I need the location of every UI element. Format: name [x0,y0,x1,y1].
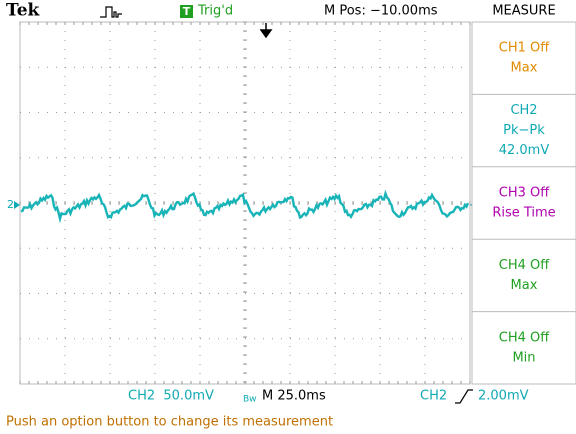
bandwidth: Bw [243,395,257,405]
channel-scale: CH2 50.0mV [128,389,214,404]
position: M Pos: −10.00ms [324,4,438,19]
menu-button-label: CH2 [510,103,537,118]
brand: Tek [6,1,41,21]
menu-button-label: CH4 Off [499,330,550,345]
timebase: M 25.0ms [262,389,326,404]
trigger-level: 2.00mV [478,389,529,404]
measure-menu: CH1 Off Max CH2 Pk−Pk 42.0mV CH3 Off Rise Time… [472,22,576,384]
menu-button-label: 42.0mV [499,143,550,158]
menu-button-label: CH3 Off [499,186,550,201]
menu-button-label: Max [511,278,538,293]
status-message: Push an option button to change its meas… [6,415,333,430]
channel-marker: 2 [7,198,14,211]
trigger-source: CH2 [420,389,447,404]
menu-button-label: CH1 Off [499,41,550,56]
menu-button-label: Min [512,350,535,365]
menu-button-label: Max [511,61,538,76]
menu-button-label: Pk−Pk [503,123,545,138]
menu-title: MEASURE [492,4,555,19]
menu-button-label: Rise Time [492,206,555,221]
trigger-state: Trig'd [197,4,233,19]
trigger-badge: T [183,5,191,18]
oscilloscope-screen: Tek T Trig'd M Pos: −10.00ms MEASURE 2 C… [0,0,576,434]
menu-button-label: CH4 Off [499,258,550,273]
